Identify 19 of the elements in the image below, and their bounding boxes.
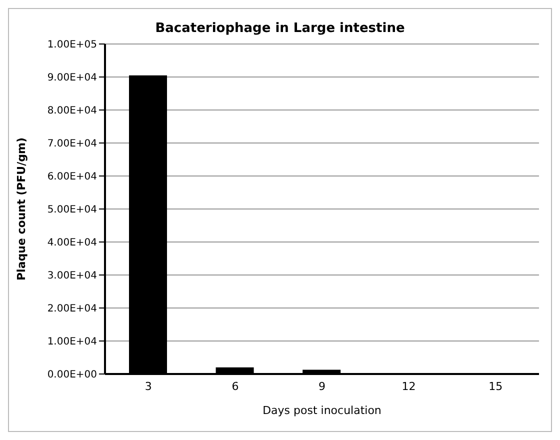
y-tick-label: 3.00E+04 [47,270,97,282]
y-tick-label: 2.00E+04 [47,304,97,315]
x-axis-title: Days post inoculation [262,404,382,417]
y-tick-label: 5.00E+04 [47,204,97,216]
y-tick-label: 1.00E+05 [47,40,97,51]
y-tick-label: 0.00E+00 [47,370,97,381]
y-tick-label: 1.00E+04 [47,336,97,348]
x-tick-label: 12 [402,380,416,393]
x-tick-label: 15 [488,380,503,393]
y-tick-label: 6.00E+04 [47,172,97,183]
x-tick-label: 3 [144,380,152,393]
x-tick-label: 9 [318,380,326,393]
y-axis-title: Plaque count (PFU/gm) [14,138,28,280]
chart-title: Bacateriophage in Large intestine [154,21,406,36]
y-tick-label: 9.00E+04 [47,72,97,84]
y-tick-label: 7.00E+04 [47,138,97,150]
x-tick-label: 6 [232,380,239,393]
y-tick-label: 8.00E+04 [47,106,97,117]
y-tick-label: 4.00E+04 [47,238,97,249]
